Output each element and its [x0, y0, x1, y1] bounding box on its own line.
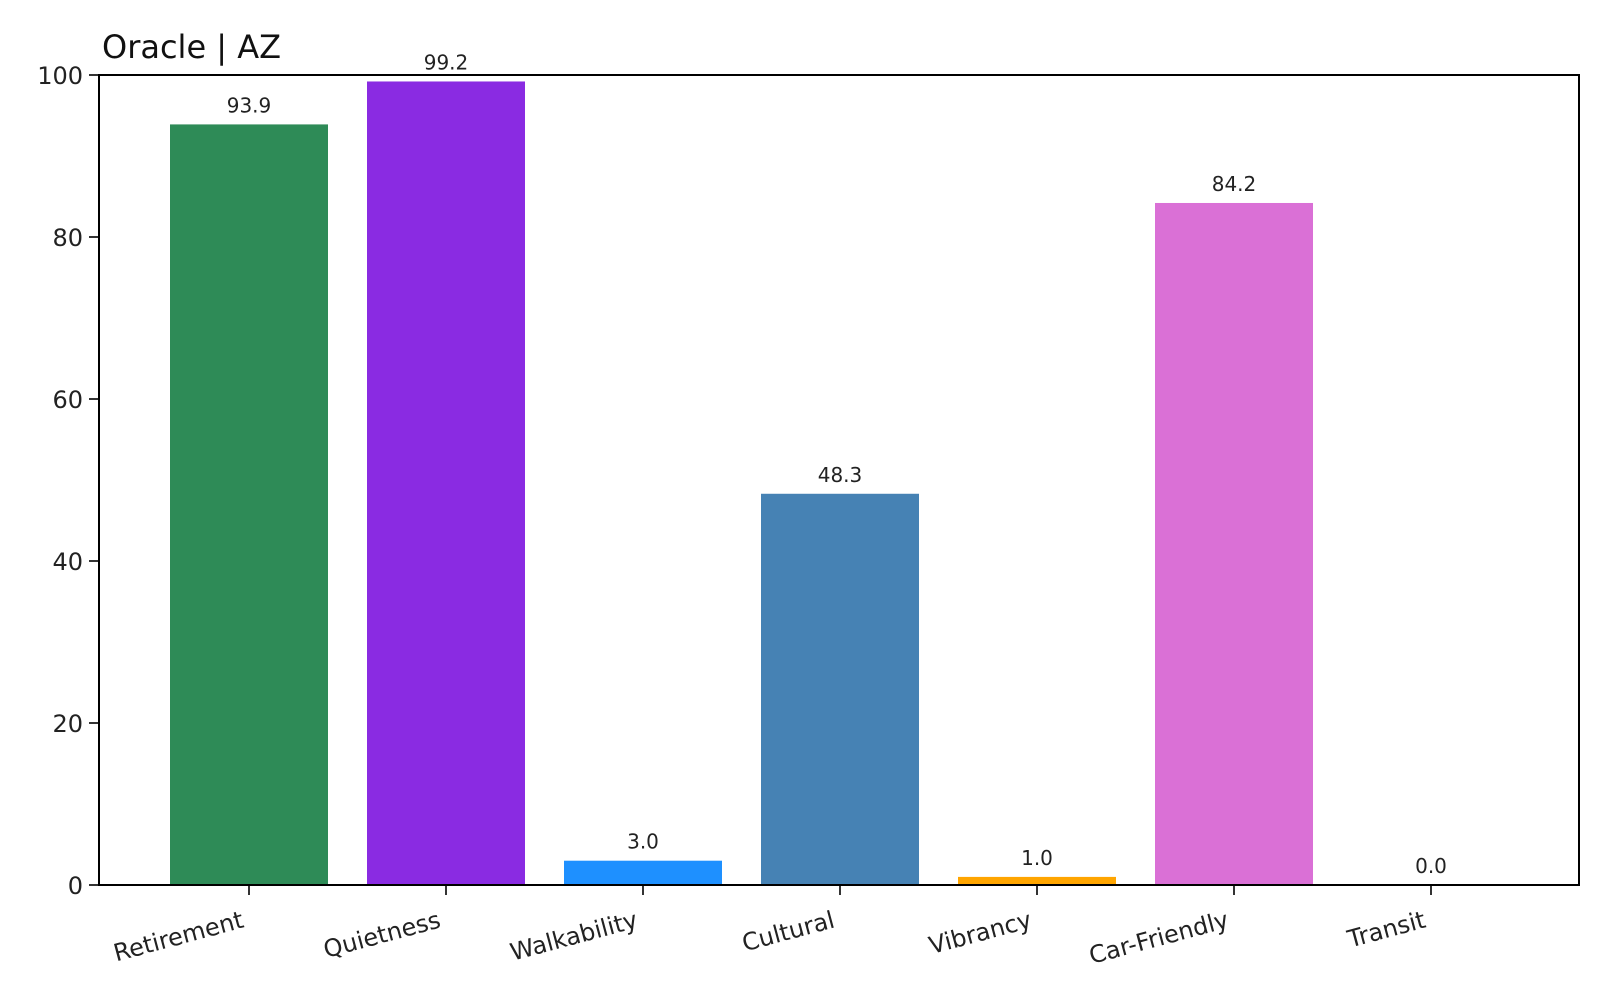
- chart-title: Oracle | AZ: [102, 28, 281, 66]
- x-tick-label-transit: Transit: [1344, 906, 1429, 954]
- y-axis: 0 20 40 60 80 100: [37, 62, 99, 900]
- bar-quietness: [367, 81, 525, 886]
- plot-frame: [98, 74, 1580, 886]
- x-tick-label-walkability: Walkability: [507, 906, 640, 967]
- y-tick-label-60: 60: [52, 386, 83, 414]
- bar-retirement: [170, 124, 328, 885]
- y-tick-label-80: 80: [52, 224, 83, 252]
- value-label-transit: 0.0: [1415, 854, 1447, 878]
- value-label-retirement: 93.9: [227, 93, 272, 117]
- bars-layer: [170, 81, 1313, 886]
- bar-car-friendly: [1155, 202, 1313, 886]
- x-tick-label-retirement: Retirement: [111, 906, 247, 968]
- x-tick-label-vibrancy: Vibrancy: [926, 906, 1035, 960]
- y-tick-label-20: 20: [52, 710, 83, 738]
- x-axis: Retirement Quietness Walkability Cultural Vi…: [111, 885, 1432, 970]
- value-label-vibrancy: 1.0: [1021, 846, 1053, 870]
- x-tick-label-car-friendly: Car-Friendly: [1086, 906, 1232, 970]
- value-label-car-friendly: 84.2: [1212, 172, 1257, 196]
- value-label-walkability: 3.0: [627, 830, 659, 854]
- y-tick-label-40: 40: [52, 548, 83, 576]
- bar-walkability: [564, 860, 722, 885]
- y-tick-label-0: 0: [68, 872, 83, 900]
- x-tick-label-quietness: Quietness: [320, 906, 443, 964]
- bar-vibrancy: [958, 876, 1116, 885]
- value-label-cultural: 48.3: [818, 463, 863, 487]
- bar-cultural: [761, 493, 919, 885]
- y-tick-label-100: 100: [37, 62, 83, 90]
- x-tick-label-cultural: Cultural: [739, 906, 838, 958]
- value-labels-layer: 93.9 99.2 3.0 48.3 1.0 84.2 0.0: [227, 50, 1447, 878]
- value-label-quietness: 99.2: [424, 50, 469, 74]
